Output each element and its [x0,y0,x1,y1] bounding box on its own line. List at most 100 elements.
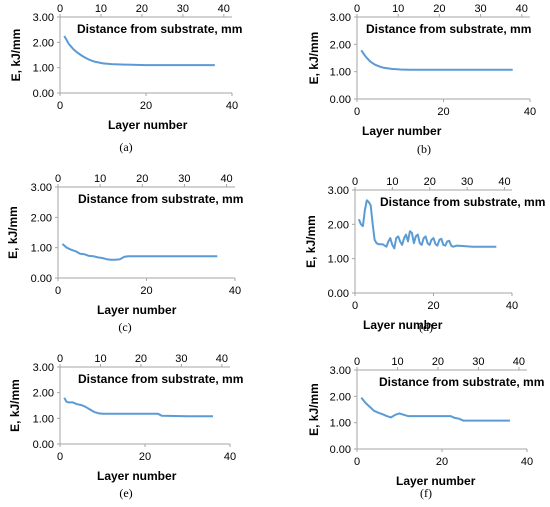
x2-tick-label: 10 [386,176,398,188]
x2-tick-label: 20 [424,176,436,188]
x2-tick-label: 40 [516,3,528,15]
x2-tick-label: 0 [55,173,61,185]
x-tick-label: 40 [224,451,236,463]
x-tick-label: 20 [140,100,152,112]
x-tick-label: 40 [524,106,536,118]
series-line [63,35,215,67]
x2-tick-label: 0 [352,176,358,188]
x-tick-label: 0 [57,100,63,112]
x-tick-label: 40 [229,285,241,297]
y-tick-label: 0.00 [330,444,351,456]
y-tick-label: 0.00 [31,273,52,285]
y-tick-label: 2.00 [330,391,351,403]
x2-tick-label: 10 [95,3,107,15]
y-tick-label: 2.00 [330,39,351,51]
y-tick-label: 3.00 [33,12,54,24]
x2-tick-label: 20 [135,353,147,365]
panel-caption: (f) [420,486,432,500]
x-tick-label: 0 [352,300,358,312]
x-axis-title: Layer number [97,469,177,483]
x-tick-label: 20 [427,300,439,312]
x2-tick-label: 0 [57,3,63,15]
panel-caption: (c) [118,320,131,334]
x2-tick-label: 20 [136,173,148,185]
y-tick-label: 2.00 [33,37,54,49]
panel-caption: (e) [119,486,132,500]
x-axis-title: Layer number [108,118,188,132]
chart-panel-b: 0.001.002.003.000 20 400 10 20 30 40E, kJ/mmDi… [307,3,536,156]
chart-panel-a: 0.001.002.003.000 20 400 10 20 30 40E, kJ/mm Di… [9,3,242,154]
x2-tick-label: 40 [498,176,510,188]
x2-tick-label: 30 [474,3,486,15]
x-axis-title: Layer number [363,318,443,332]
panel-caption: (a) [119,140,132,154]
panel-caption: (b) [417,142,431,156]
x2-tick-label: 20 [432,356,444,368]
series-line [357,199,497,250]
chart-panel-e: 0.001.002.003.000 20 400 10 20 30 40E, kJ/mmDi… [8,353,243,500]
x2-tick-label: 10 [94,173,106,185]
x-tick-label: 0 [354,106,360,118]
y-axis-title: E, kJ/mm [6,206,20,259]
x-tick-label: 0 [57,451,63,463]
chart-panel-f: 0.001.002.003.000 20 400 10 20 30 40E, kJ/mmDi… [307,356,544,500]
x2-tick-label: 30 [461,176,473,188]
y-tick-label: 1.00 [31,243,52,255]
x2-tick-label: 20 [136,3,148,15]
x2-tick-label: 10 [392,3,404,15]
series-line [63,397,213,418]
series-line [61,243,218,261]
x-tick-label: 40 [506,300,518,312]
chart-panel-d: 0.001.002.003.000 20 400 10 20 30 40E, kJ/mmDi… [304,176,545,334]
x2-axis-title: Distance from substrate, mm [78,192,243,206]
y-tick-label: 1.00 [330,67,351,79]
x-axis-title: Layer number [396,474,476,488]
x2-tick-label: 30 [177,3,189,15]
x-axis-title: Layer number [362,124,442,138]
y-tick-label: 3.00 [330,12,351,24]
x2-tick-label: 30 [175,353,187,365]
x2-axis-title: Distance from substrate, mm [78,372,243,386]
x2-axis-title: Distance from substrate, mm [77,22,242,36]
chart-panel-c: 0.001.002.003.000 20 400 10 20 30 40E, kJ/mmDi… [6,173,243,334]
y-tick-label: 0.00 [33,88,54,100]
x-tick-label: 20 [140,285,152,297]
y-axis-title: E, kJ/mm [8,379,22,432]
y-tick-label: 3.00 [330,365,351,377]
y-tick-label: 2.00 [328,219,349,231]
y-axis-title: E, kJ/mm [304,215,318,268]
y-axis-title: E, kJ/mm [307,32,321,85]
y-tick-label: 1.00 [330,418,351,430]
x2-tick-label: 40 [216,353,228,365]
series-line [360,49,513,71]
x2-tick-label: 0 [57,353,63,365]
series-line [360,396,510,422]
x2-tick-label: 40 [513,356,525,368]
x-axis-title: Layer number [97,303,177,317]
x-tick-label: 0 [354,456,360,468]
x-tick-label: 20 [139,451,151,463]
y-tick-label: 3.00 [328,185,349,197]
x2-tick-label: 0 [354,356,360,368]
y-tick-label: 2.00 [31,212,52,224]
x-tick-label: 0 [55,285,61,297]
y-axis-title: E, kJ/mm [307,383,321,436]
x2-axis-title: Distance from substrate, mm [366,22,531,36]
y-tick-label: 2.00 [33,388,54,400]
y-tick-label: 3.00 [33,362,54,374]
y-tick-label: 1.00 [33,63,54,75]
x2-tick-label: 30 [178,173,190,185]
y-tick-label: 3.00 [31,182,52,194]
y-tick-label: 0.00 [33,439,54,451]
x2-tick-label: 40 [220,173,232,185]
x2-tick-label: 10 [391,356,403,368]
x2-tick-label: 20 [433,3,445,15]
x2-tick-label: 0 [354,3,360,15]
y-tick-label: 0.00 [330,94,351,106]
x-tick-label: 40 [521,456,533,468]
y-tick-label: 0.00 [328,288,349,300]
x-tick-label: 20 [437,106,449,118]
y-tick-label: 1.00 [328,254,349,266]
x2-axis-title: Distance from substrate, mm [379,375,544,389]
